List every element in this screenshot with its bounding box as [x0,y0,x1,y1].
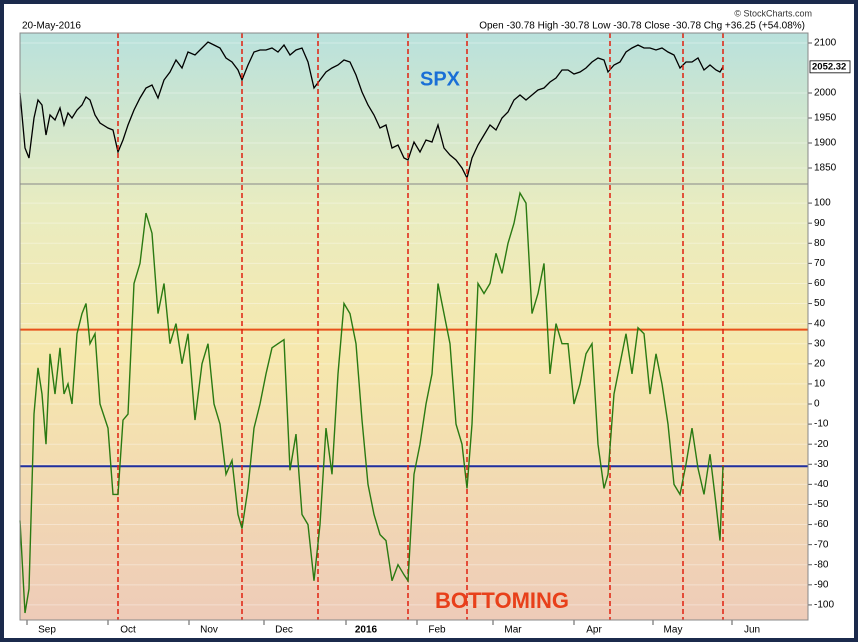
y-tick-label: -50 [814,499,829,510]
last-value-box [809,60,851,74]
y-tick-label: 30 [814,338,826,349]
x-tick-label: Jun [744,625,760,636]
plot-area [20,33,808,620]
y-tick-label: 1900 [814,138,837,149]
plot-border [19,32,809,621]
x-tick-label: Feb [428,625,446,636]
y-tick-label: -60 [814,519,829,530]
y-tick-label: 10 [814,379,826,390]
y-tick-label: -40 [814,479,829,490]
y-tick-label: 90 [814,218,826,229]
y-tick-label: 2100 [814,38,837,49]
x-tick-label: 2016 [355,625,378,636]
x-tick-label: Dec [275,625,293,636]
y-tick-label: 20 [814,358,826,369]
y-tick-label: 40 [814,318,826,329]
x-tick-label: Oct [120,625,136,636]
y-tick-label: -20 [814,439,829,450]
y-tick-label: -90 [814,579,829,590]
y-tick-label: 100 [814,198,831,209]
credit: © StockCharts.com [734,8,812,18]
y-tick-label: 60 [814,278,826,289]
series-line [19,191,724,614]
quote-label: Open -30.78 High -30.78 Low -30.78 Close… [479,21,805,32]
x-tick-label: Nov [200,625,218,636]
y-tick-label: -30 [814,459,829,470]
plot-layer: 185019001950200021002052.32-100-90-80-70… [19,33,851,636]
y-tick-label: 0 [814,399,820,410]
y-tick-label: 80 [814,238,826,249]
y-tick-label: -70 [814,539,829,550]
x-tick-label: Mar [504,625,522,636]
y-tick-label: -10 [814,419,829,430]
date-label: 20-May-2016 [22,21,81,32]
spx-annotation: SPX [420,68,461,90]
y-tick-label: 70 [814,258,826,269]
y-tick-label: 50 [814,298,826,309]
y-tick-label: 2000 [814,88,837,99]
y-tick-label: -100 [814,600,834,611]
y-tick-label: -80 [814,559,829,570]
x-tick-label: May [664,625,683,636]
y-tick-label: 1850 [814,163,837,174]
x-tick-label: Apr [586,625,602,636]
x-tick-label: Sep [38,625,56,636]
last-value-label: 2052.32 [812,61,846,72]
y-tick-label: 1950 [814,113,837,124]
bottoming-annotation: BOTTOMING [435,588,569,613]
series-line [19,41,724,180]
